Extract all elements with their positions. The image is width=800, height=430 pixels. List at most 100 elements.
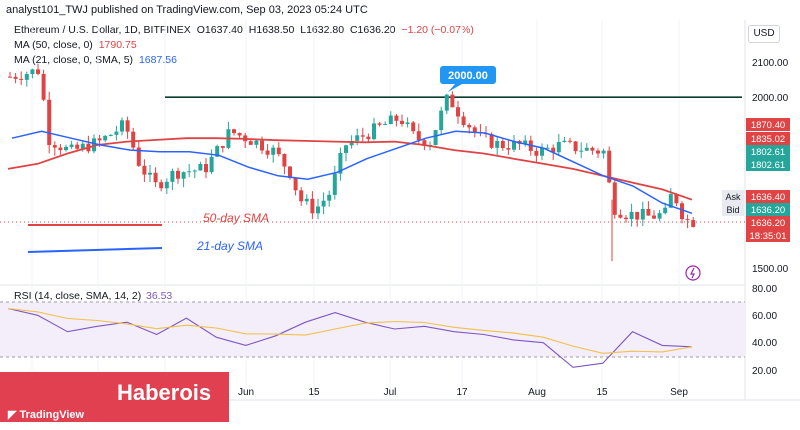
candle-body bbox=[405, 122, 410, 125]
candle-body bbox=[344, 145, 348, 153]
candle-body bbox=[142, 165, 147, 175]
candle-body bbox=[400, 120, 404, 125]
candle-body bbox=[663, 207, 668, 214]
candle-body bbox=[596, 150, 600, 154]
candle-body bbox=[276, 147, 281, 155]
price-tick: 2100.00 bbox=[752, 58, 789, 69]
candle-body bbox=[355, 135, 360, 141]
candle-body bbox=[680, 203, 684, 220]
candle-body bbox=[388, 115, 393, 125]
tag-prefix: Bid bbox=[726, 205, 739, 215]
change-value: −1.20 (−0.07%) bbox=[401, 24, 474, 36]
price-tag-text: 1636.20 bbox=[751, 218, 785, 229]
candle-body bbox=[170, 170, 175, 182]
price-tag-text: 1802.61 bbox=[751, 160, 785, 171]
candle-body bbox=[69, 144, 74, 147]
candle-body bbox=[108, 134, 113, 136]
open-value: O1637.40 bbox=[196, 24, 243, 36]
candle-body bbox=[495, 140, 500, 148]
candle-body bbox=[114, 131, 119, 135]
tag-prefix-box bbox=[722, 190, 744, 203]
candle-body bbox=[304, 198, 309, 202]
candle-body bbox=[450, 94, 455, 108]
price-tag bbox=[746, 158, 790, 171]
alert-icon[interactable] bbox=[685, 265, 701, 281]
tag-prefix: Ask bbox=[725, 192, 741, 202]
candle-body bbox=[120, 120, 124, 132]
candle-body bbox=[685, 219, 690, 221]
candle-body bbox=[411, 122, 416, 132]
candle-body bbox=[590, 147, 595, 151]
candle-body bbox=[551, 147, 556, 153]
time-tick: 17 bbox=[456, 387, 468, 398]
candle-body bbox=[573, 141, 578, 152]
candle-body bbox=[556, 141, 561, 153]
candle-body bbox=[187, 171, 192, 173]
candle-body bbox=[523, 140, 528, 144]
candle-body bbox=[691, 220, 696, 227]
candle-body bbox=[282, 154, 287, 167]
candle-body bbox=[19, 78, 24, 80]
candle-body bbox=[394, 115, 399, 121]
candle-body bbox=[416, 131, 421, 141]
sma50-annotation: 50-day SMA bbox=[203, 211, 269, 225]
candle-body bbox=[13, 76, 18, 79]
candle-body bbox=[52, 145, 57, 148]
sma21-sample-line bbox=[27, 247, 163, 253]
callout-pointer bbox=[448, 84, 462, 92]
ma50-value: 1790.75 bbox=[98, 39, 137, 51]
time-tick: Jun bbox=[238, 387, 254, 398]
ma21-line bbox=[11, 130, 693, 215]
candle-body bbox=[260, 140, 264, 151]
candle-body bbox=[80, 143, 85, 149]
candle-body bbox=[265, 150, 270, 155]
candle-body bbox=[467, 124, 472, 128]
candle-body bbox=[640, 209, 645, 220]
candle-body bbox=[92, 138, 96, 152]
rsi-tick: 80.00 bbox=[752, 284, 777, 295]
candle-body bbox=[198, 164, 203, 171]
candle-body bbox=[204, 164, 208, 173]
high-value: H1638.50 bbox=[248, 24, 295, 36]
time-tick: Jul bbox=[384, 387, 397, 398]
candle-body bbox=[433, 130, 438, 145]
candle-body bbox=[377, 123, 382, 125]
candle-body bbox=[58, 147, 63, 151]
candle-body bbox=[489, 134, 494, 148]
price-tag bbox=[746, 216, 790, 229]
candle-body bbox=[153, 172, 158, 183]
candle-body bbox=[657, 213, 662, 219]
candle-body bbox=[148, 172, 152, 175]
price-tag bbox=[746, 132, 790, 145]
currency-button[interactable]: USD bbox=[748, 25, 780, 43]
price-tag bbox=[746, 145, 790, 158]
low-value: L1632.80 bbox=[300, 24, 345, 36]
candle-body bbox=[248, 141, 253, 145]
rsi-label: RSI (14, close, SMA, 14, 2) bbox=[14, 290, 141, 302]
candle-body bbox=[288, 166, 292, 179]
candle-body bbox=[568, 140, 572, 142]
candle-body bbox=[47, 99, 52, 146]
candle-body bbox=[321, 200, 326, 207]
candle-body bbox=[136, 147, 141, 166]
candle-body bbox=[601, 150, 606, 154]
candle-body bbox=[635, 211, 640, 220]
rsi-ma-line bbox=[7, 307, 693, 354]
candle-body bbox=[472, 127, 477, 133]
candle-body bbox=[8, 76, 12, 78]
candle-body bbox=[624, 217, 628, 220]
brand-name: Haberois bbox=[117, 380, 212, 405]
candle-body bbox=[24, 74, 29, 80]
candle-body bbox=[629, 211, 634, 220]
price-tag-text: 1636.40 bbox=[751, 192, 785, 203]
price-tag bbox=[746, 118, 790, 131]
candle-body bbox=[192, 170, 197, 172]
candle-body bbox=[612, 182, 617, 215]
tag-prefix-box bbox=[722, 203, 744, 216]
candle-body bbox=[668, 194, 673, 208]
candle-body bbox=[293, 178, 298, 191]
candle-body bbox=[500, 140, 505, 149]
candle-body bbox=[164, 181, 169, 189]
candle-body bbox=[209, 156, 214, 173]
price-tick: 1500.00 bbox=[752, 264, 789, 275]
